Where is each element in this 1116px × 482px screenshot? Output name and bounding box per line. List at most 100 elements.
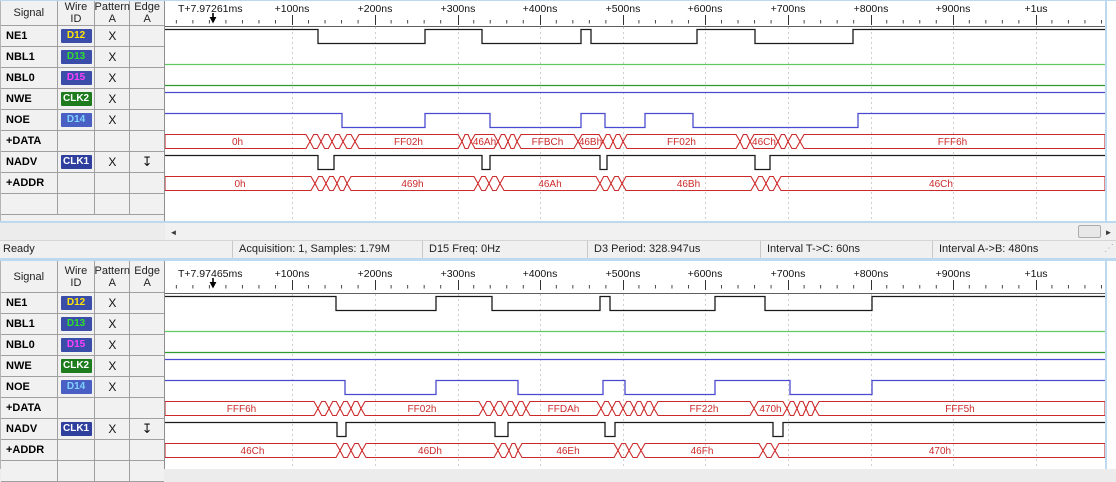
pattern-a-cell[interactable]: X (95, 314, 131, 334)
wire-id-badge[interactable]: CLK2 (60, 92, 92, 106)
edge-a-cell[interactable] (130, 26, 164, 46)
edge-a-cell[interactable] (130, 293, 164, 313)
pattern-a-cell[interactable]: X (95, 335, 131, 355)
edge-a-cell[interactable] (130, 377, 164, 397)
pattern-a-cell[interactable]: X (95, 377, 131, 397)
signal-row-nbl1[interactable]: NBL1 D13 X (1, 314, 164, 335)
waveform-canvas[interactable]: 0h FF02h 46Ah FFBCh 46Bh FF02h 46Ch FFF6h 0h 469h… (165, 26, 1105, 221)
signal-name-label[interactable]: +ADDR (1, 173, 58, 193)
signal-name-label[interactable]: NBL1 (1, 314, 58, 334)
edge-a-cell[interactable] (130, 131, 164, 151)
pattern-a-cell[interactable]: X (95, 152, 131, 172)
signal-row-nwe[interactable]: NWE CLK2 X (1, 356, 164, 377)
wire-id-badge[interactable]: D15 (60, 338, 92, 352)
edge-a-cell[interactable] (130, 68, 164, 88)
timeline-ruler[interactable]: T+7.97465ms +100ns +200ns +300ns +400ns +500n… (165, 266, 1105, 291)
signal-row-nbl0[interactable]: NBL0 D15 X (1, 68, 164, 89)
signal-row-nbl0[interactable]: NBL0 D15 X (1, 335, 164, 356)
signal-row-data[interactable]: +DATA (1, 131, 164, 152)
wire-id-badge[interactable]: D14 (60, 380, 92, 394)
wire-id-badge[interactable]: CLK2 (60, 359, 92, 373)
timeline-ruler[interactable]: T+7.97261ms +100ns +200ns +300ns +400ns +500n… (165, 1, 1105, 26)
edge-a-cell[interactable]: ↧ (141, 421, 153, 436)
pattern-a-cell[interactable] (95, 398, 131, 418)
wire-id-cell[interactable]: CLK2 (58, 356, 96, 376)
edge-a-cell[interactable] (130, 314, 164, 334)
edge-a-cell[interactable] (130, 89, 164, 109)
scrollbar-thumb[interactable] (1078, 225, 1101, 238)
wire-id-cell[interactable]: D12 (58, 26, 96, 46)
edge-a-cell[interactable] (130, 440, 164, 460)
signal-name-label[interactable]: NADV (1, 152, 58, 172)
wire-id-badge[interactable]: D13 (60, 317, 92, 331)
wire-id-cell[interactable]: D13 (58, 314, 96, 334)
signal-name-label[interactable]: +DATA (1, 131, 58, 151)
waveform-viewport[interactable]: T+7.97465ms +100ns +200ns +300ns +400ns +500n… (165, 261, 1107, 469)
pattern-a-cell[interactable]: X (95, 419, 131, 439)
wire-id-badge[interactable]: D13 (60, 50, 92, 64)
pattern-a-cell[interactable]: X (95, 293, 131, 313)
signal-name-label[interactable]: NWE (1, 356, 58, 376)
wire-id-cell[interactable] (58, 173, 96, 193)
edge-a-cell[interactable] (130, 110, 164, 130)
pattern-a-cell[interactable]: X (95, 356, 131, 376)
wire-id-badge[interactable]: D14 (60, 113, 92, 127)
signal-name-label[interactable]: +DATA (1, 398, 58, 418)
signal-name-label[interactable]: NBL0 (1, 335, 58, 355)
wire-id-badge[interactable]: D12 (60, 29, 92, 43)
scroll-left-button[interactable]: ◄ (167, 225, 180, 239)
pattern-a-cell[interactable]: X (95, 47, 131, 67)
signal-row-nwe[interactable]: NWE CLK2 X (1, 89, 164, 110)
wire-id-cell[interactable]: CLK1 (58, 419, 96, 439)
edge-a-cell[interactable] (130, 173, 164, 193)
signal-row-addr[interactable]: +ADDR (1, 173, 164, 194)
edge-a-cell[interactable] (130, 335, 164, 355)
edge-a-cell[interactable] (130, 47, 164, 67)
pattern-a-cell[interactable] (95, 440, 131, 460)
wire-id-cell[interactable]: D15 (58, 335, 96, 355)
wire-id-cell[interactable]: D14 (58, 377, 96, 397)
signal-row-nbl1[interactable]: NBL1 D13 X (1, 47, 164, 68)
signal-row-data[interactable]: +DATA (1, 398, 164, 419)
signal-name-label[interactable]: NOE (1, 110, 58, 130)
edge-a-cell[interactable] (130, 356, 164, 376)
signal-name-label[interactable]: +ADDR (1, 440, 58, 460)
wire-id-cell[interactable]: CLK2 (58, 89, 96, 109)
signal-row-ne1[interactable]: NE1 D12 X (1, 293, 164, 314)
wire-id-cell[interactable]: D15 (58, 68, 96, 88)
waveform-canvas[interactable]: FFF6h FF02h FFDAh FF22h 470h FFF5h 46Ch 46Dh 46E… (165, 293, 1105, 469)
pattern-a-cell[interactable]: X (95, 110, 131, 130)
wire-id-badge[interactable]: D15 (60, 71, 92, 85)
signal-name-label[interactable]: NBL1 (1, 47, 58, 67)
signal-row-nadv[interactable]: NADV CLK1 X ↧ (1, 419, 164, 440)
wire-id-badge[interactable]: D12 (60, 296, 92, 310)
signal-row-noe[interactable]: NOE D14 X (1, 377, 164, 398)
wire-id-badge[interactable]: CLK1 (60, 422, 92, 436)
signal-name-label[interactable]: NOE (1, 377, 58, 397)
edge-a-cell[interactable] (130, 398, 164, 418)
pattern-a-cell[interactable]: X (95, 26, 131, 46)
wire-id-cell[interactable] (58, 398, 96, 418)
wire-id-cell[interactable]: CLK1 (58, 152, 96, 172)
wire-id-cell[interactable]: D14 (58, 110, 96, 130)
wire-id-cell[interactable]: D12 (58, 293, 96, 313)
edge-a-cell[interactable]: ↧ (141, 154, 153, 169)
waveform-viewport[interactable]: T+7.97261ms +100ns +200ns +300ns +400ns +500n… (165, 1, 1107, 221)
signal-name-label[interactable]: NE1 (1, 26, 58, 46)
signal-name-label[interactable]: NADV (1, 419, 58, 439)
signal-row-addr[interactable]: +ADDR (1, 440, 164, 461)
wire-id-cell[interactable] (58, 131, 96, 151)
signal-row-ne1[interactable]: NE1 D12 X (1, 26, 164, 47)
signal-row-noe[interactable]: NOE D14 X (1, 110, 164, 131)
pattern-a-cell[interactable] (95, 131, 131, 151)
scroll-right-button[interactable]: ► (1102, 225, 1115, 239)
wire-id-cell[interactable]: D13 (58, 47, 96, 67)
horizontal-scrollbar[interactable]: ◄ ► (165, 223, 1116, 241)
signal-row-nadv[interactable]: NADV CLK1 X ↧ (1, 152, 164, 173)
signal-name-label[interactable]: NBL0 (1, 68, 58, 88)
pattern-a-cell[interactable] (95, 173, 131, 193)
resize-grip-icon[interactable]: ⋰ (1104, 243, 1114, 254)
signal-name-label[interactable]: NE1 (1, 293, 58, 313)
pattern-a-cell[interactable]: X (95, 89, 131, 109)
pattern-a-cell[interactable]: X (95, 68, 131, 88)
